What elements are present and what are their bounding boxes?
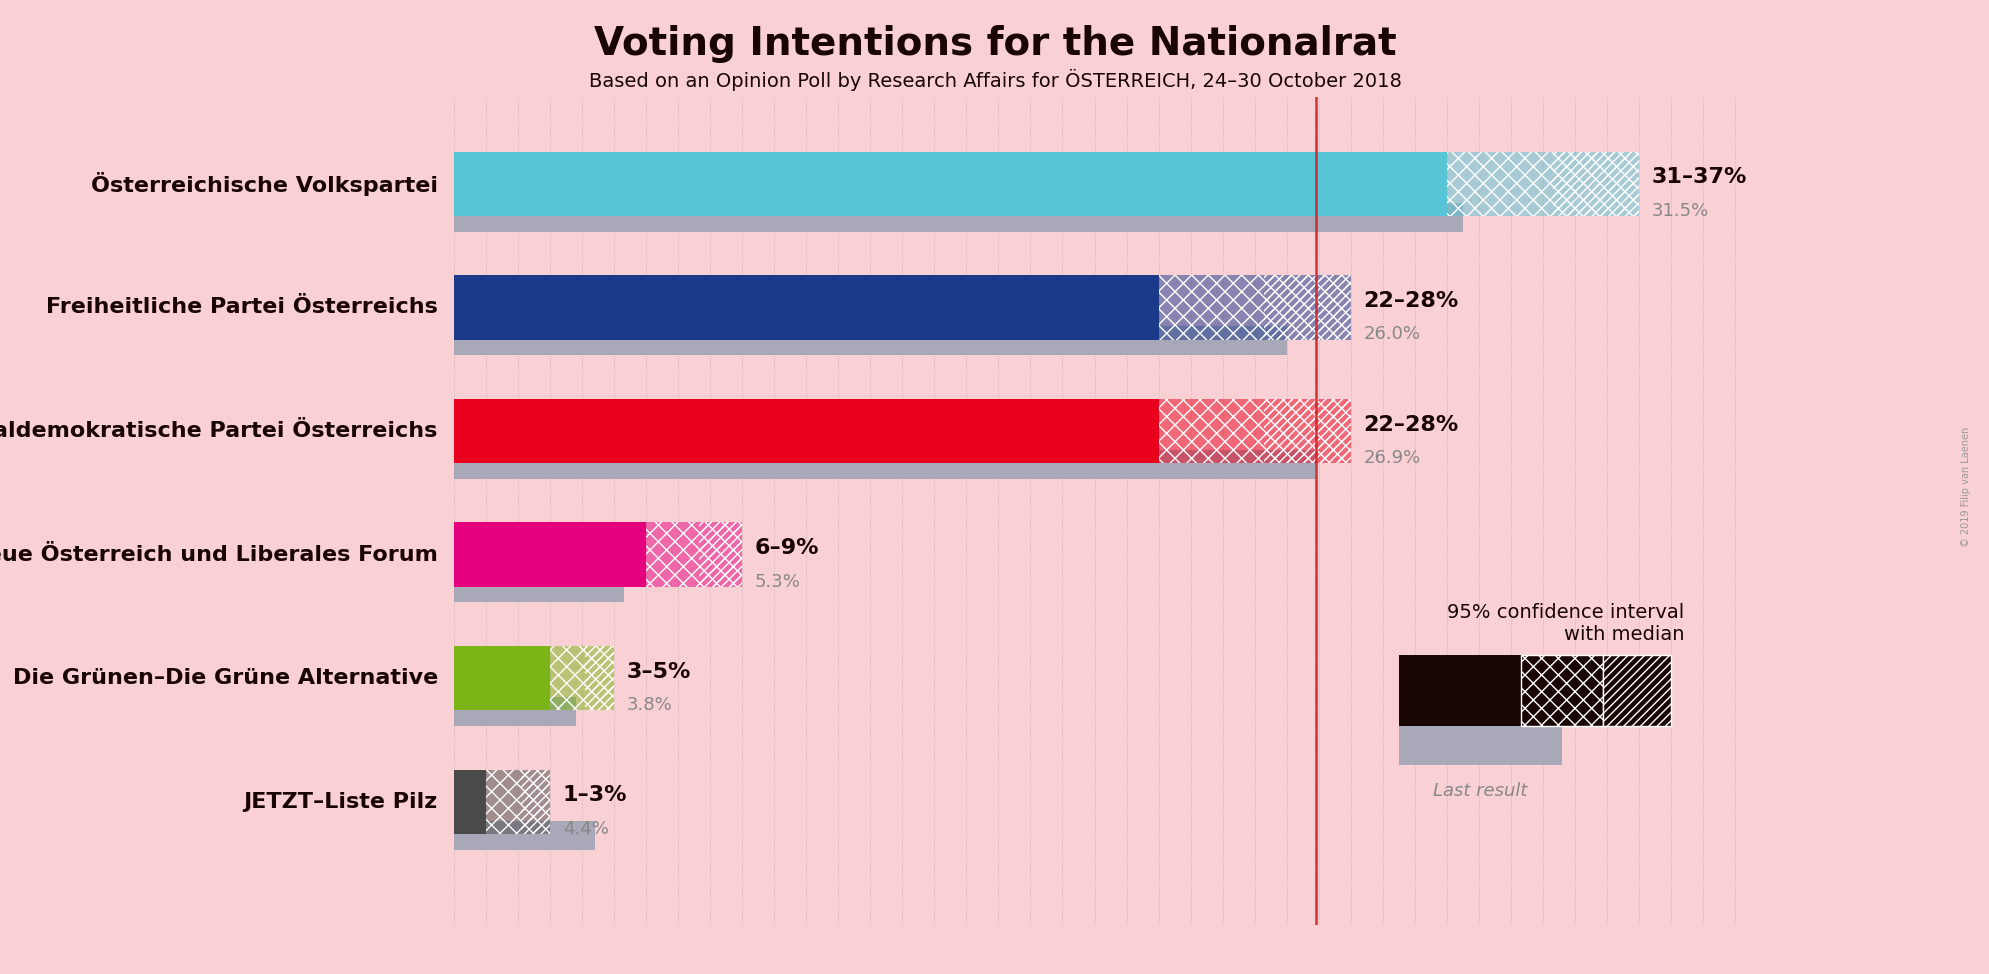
Text: 22–28%: 22–28% <box>1362 291 1458 311</box>
Text: Die Grünen–Die Grüne Alternative: Die Grünen–Die Grüne Alternative <box>12 668 438 689</box>
Text: Based on an Opinion Poll by Research Affairs for ÖSTERREICH, 24–30 October 2018: Based on an Opinion Poll by Research Aff… <box>589 69 1400 91</box>
Bar <box>1263 276 1351 340</box>
Bar <box>1158 399 1351 464</box>
Bar <box>1603 656 1671 726</box>
Text: 1–3%: 1–3% <box>563 785 627 805</box>
Text: 31.5%: 31.5% <box>1651 202 1709 220</box>
Bar <box>453 450 1315 479</box>
Text: 31–37%: 31–37% <box>1651 168 1746 187</box>
Bar <box>698 522 742 586</box>
Text: 95% confidence interval
with median: 95% confidence interval with median <box>1446 603 1683 644</box>
Bar <box>646 522 742 586</box>
Bar <box>453 697 575 726</box>
Bar <box>453 821 595 849</box>
Bar <box>1446 152 1639 216</box>
Text: Sozialdemokratische Partei Österreichs: Sozialdemokratische Partei Österreichs <box>0 421 438 441</box>
Bar <box>646 522 742 586</box>
Bar <box>453 326 1287 356</box>
Bar <box>453 152 1446 216</box>
Bar <box>453 646 549 710</box>
Bar <box>453 203 1462 232</box>
Bar <box>1158 276 1351 340</box>
Text: JETZT–Liste Pilz: JETZT–Liste Pilz <box>243 792 438 811</box>
Bar <box>1263 399 1351 464</box>
Text: 4.4%: 4.4% <box>563 820 609 838</box>
Bar <box>521 769 549 834</box>
Text: 26.9%: 26.9% <box>1362 449 1420 467</box>
Bar <box>549 646 615 710</box>
Bar <box>1158 276 1351 340</box>
Bar <box>453 522 646 586</box>
Text: 26.0%: 26.0% <box>1362 325 1420 344</box>
Bar <box>453 769 485 834</box>
Bar <box>453 399 1158 464</box>
Bar <box>549 646 615 710</box>
Text: 22–28%: 22–28% <box>1362 415 1458 434</box>
Text: 6–9%: 6–9% <box>754 539 819 558</box>
Text: © 2019 Filip van Laenen: © 2019 Filip van Laenen <box>1959 427 1971 547</box>
Text: Österreichische Volkspartei: Österreichische Volkspartei <box>91 171 438 196</box>
Bar <box>1446 152 1639 216</box>
Bar <box>453 276 1158 340</box>
Text: Last result: Last result <box>1432 782 1528 800</box>
Text: 3–5%: 3–5% <box>627 661 690 682</box>
Bar <box>1398 656 1520 726</box>
Text: 5.3%: 5.3% <box>754 573 800 590</box>
Bar <box>585 646 615 710</box>
Text: Voting Intentions for the Nationalrat: Voting Intentions for the Nationalrat <box>593 24 1396 63</box>
Bar <box>1158 399 1351 464</box>
Text: Freiheitliche Partei Österreichs: Freiheitliche Partei Österreichs <box>46 297 438 318</box>
Bar <box>1398 723 1561 765</box>
Bar <box>453 574 623 603</box>
Bar <box>1551 152 1639 216</box>
Bar <box>485 769 549 834</box>
Bar <box>485 769 549 834</box>
Bar <box>1522 656 1603 726</box>
Text: 3.8%: 3.8% <box>627 696 672 714</box>
Text: NEOS–Das Neue Österreich und Liberales Forum: NEOS–Das Neue Österreich und Liberales F… <box>0 544 438 565</box>
